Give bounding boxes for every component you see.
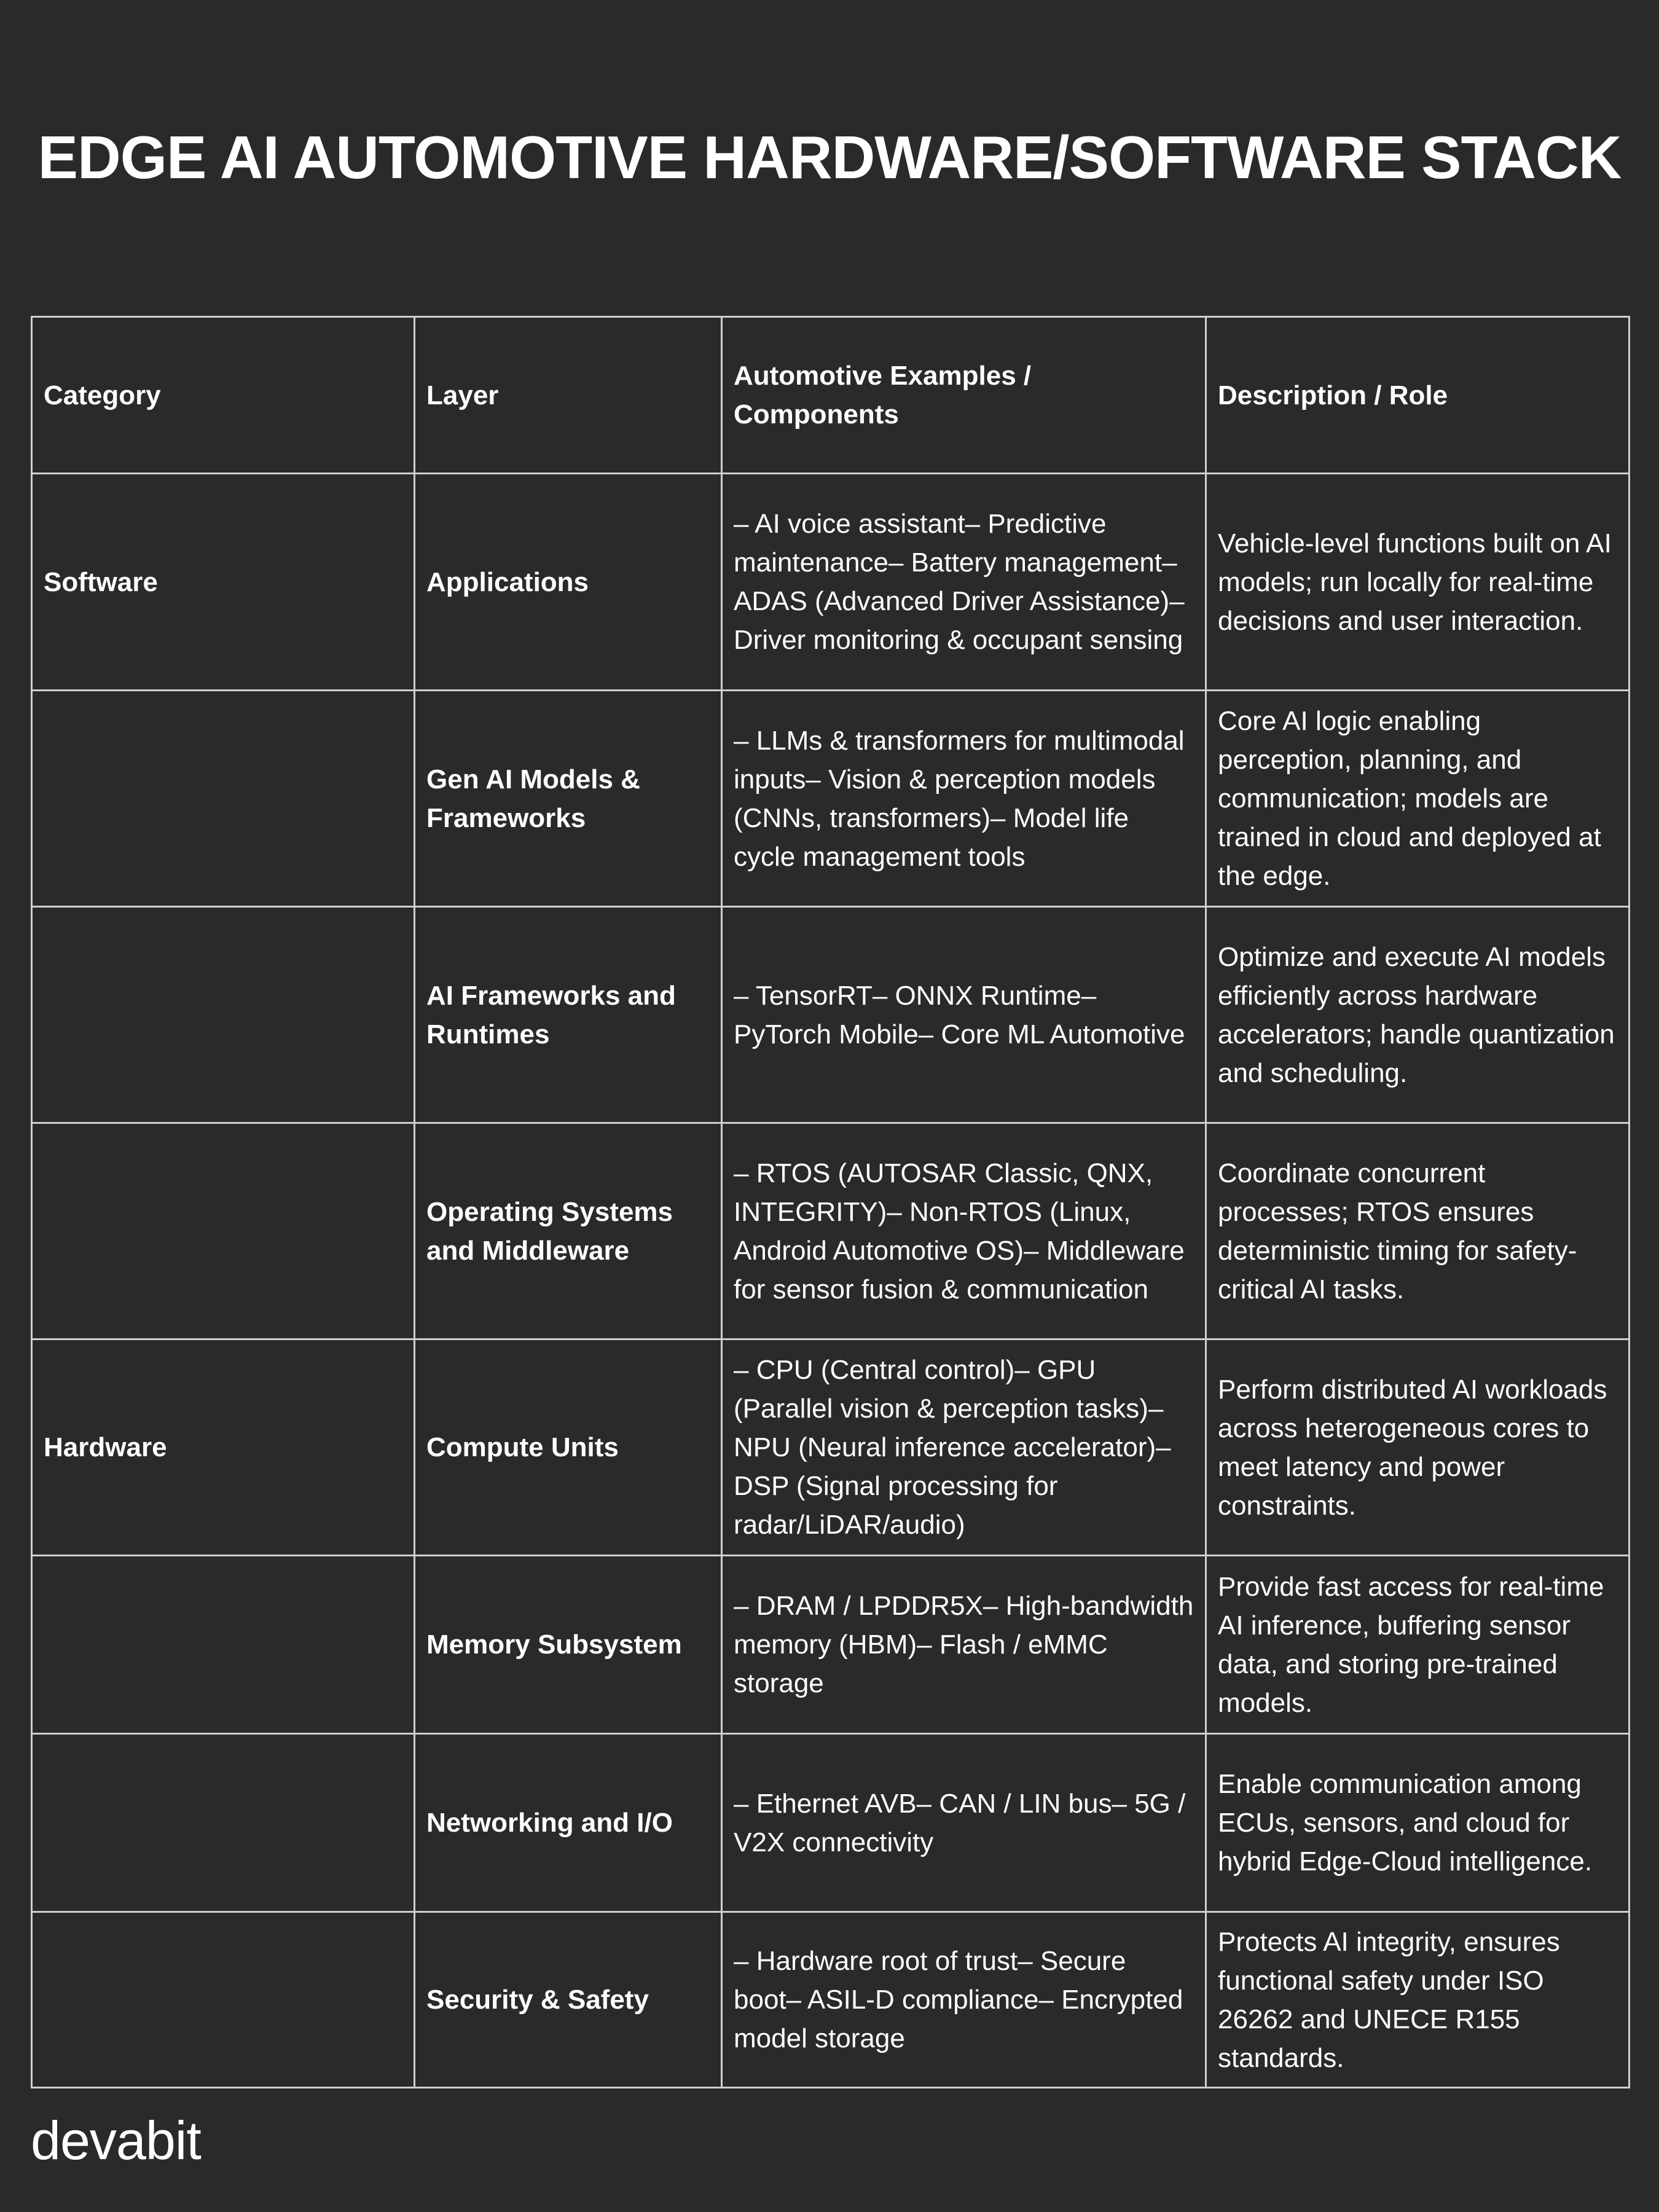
- examples-cell: – DRAM / LPDDR5X– High-bandwidth memory …: [721, 1555, 1207, 1735]
- devabit-logo: devabit: [31, 2110, 202, 2171]
- category-cell: Software: [31, 473, 415, 691]
- category-cell: [31, 1733, 415, 1913]
- table-row: Gen AI Models & Frameworks – LLMs & trans…: [31, 689, 1630, 908]
- category-cell: [31, 1122, 415, 1340]
- examples-cell: – RTOS (AUTOSAR Classic, QNX, INTEGRITY)…: [721, 1122, 1207, 1340]
- layer-cell: Gen AI Models & Frameworks: [414, 689, 723, 908]
- table-row: AI Frameworks and Runtimes – TensorRT– ON…: [31, 906, 1630, 1124]
- examples-cell: – Hardware root of trust– Secure boot– A…: [721, 1911, 1207, 2088]
- category-cell: [31, 1555, 415, 1735]
- description-cell: Enable communication among ECUs, sensors…: [1205, 1733, 1630, 1913]
- description-cell: Optimize and execute AI models efficient…: [1205, 906, 1630, 1124]
- category-cell: [31, 906, 415, 1124]
- table-row: Security & Safety – Hardware root of trus…: [31, 1911, 1630, 2088]
- header-category: Category: [31, 316, 415, 474]
- examples-cell: – Ethernet AVB– CAN / LIN bus– 5G / V2X …: [721, 1733, 1207, 1913]
- header-description: Description / Role: [1205, 316, 1630, 474]
- category-cell: [31, 1911, 415, 2088]
- page-title: EDGE AI AUTOMOTIVE HARDWARE/SOFTWARE STA…: [37, 124, 1622, 191]
- description-cell: Coordinate concurrent processes; RTOS en…: [1205, 1122, 1630, 1340]
- stack-table: Category Layer Automotive Examples / Com…: [31, 316, 1630, 2088]
- layer-cell: Security & Safety: [414, 1911, 723, 2088]
- examples-cell: – AI voice assistant– Predictive mainten…: [721, 473, 1207, 691]
- layer-cell: Operating Systems and Middleware: [414, 1122, 723, 1340]
- table-header-row: Category Layer Automotive Examples / Com…: [31, 316, 1630, 474]
- description-cell: Perform distributed AI workloads across …: [1205, 1338, 1630, 1556]
- header-examples: Automotive Examples / Components: [721, 316, 1207, 474]
- examples-cell: – TensorRT– ONNX Runtime– PyTorch Mobile…: [721, 906, 1207, 1124]
- examples-cell: – LLMs & transformers for multimodal inp…: [721, 689, 1207, 908]
- layer-cell: Applications: [414, 473, 723, 691]
- layer-cell: Compute Units: [414, 1338, 723, 1556]
- table-row: Memory Subsystem – DRAM / LPDDR5X– High-b…: [31, 1555, 1630, 1735]
- layer-cell: Networking and I/O: [414, 1733, 723, 1913]
- category-cell: Hardware: [31, 1338, 415, 1556]
- description-cell: Core AI logic enabling perception, plann…: [1205, 689, 1630, 908]
- category-cell: [31, 689, 415, 908]
- description-cell: Vehicle-level functions built on AI mode…: [1205, 473, 1630, 691]
- description-cell: Protects AI integrity, ensures functiona…: [1205, 1911, 1630, 2088]
- table-row: Operating Systems and Middleware – RTOS (…: [31, 1122, 1630, 1340]
- header-layer: Layer: [414, 316, 723, 474]
- table-row: Software Applications – AI voice assistant…: [31, 473, 1630, 691]
- layer-cell: Memory Subsystem: [414, 1555, 723, 1735]
- table-row: Networking and I/O – Ethernet AVB– CAN / …: [31, 1733, 1630, 1913]
- examples-cell: – CPU (Central control)– GPU (Parallel v…: [721, 1338, 1207, 1556]
- description-cell: Provide fast access for real-time AI inf…: [1205, 1555, 1630, 1735]
- layer-cell: AI Frameworks and Runtimes: [414, 906, 723, 1124]
- table-row: Hardware Compute Units – CPU (Central cont…: [31, 1338, 1630, 1556]
